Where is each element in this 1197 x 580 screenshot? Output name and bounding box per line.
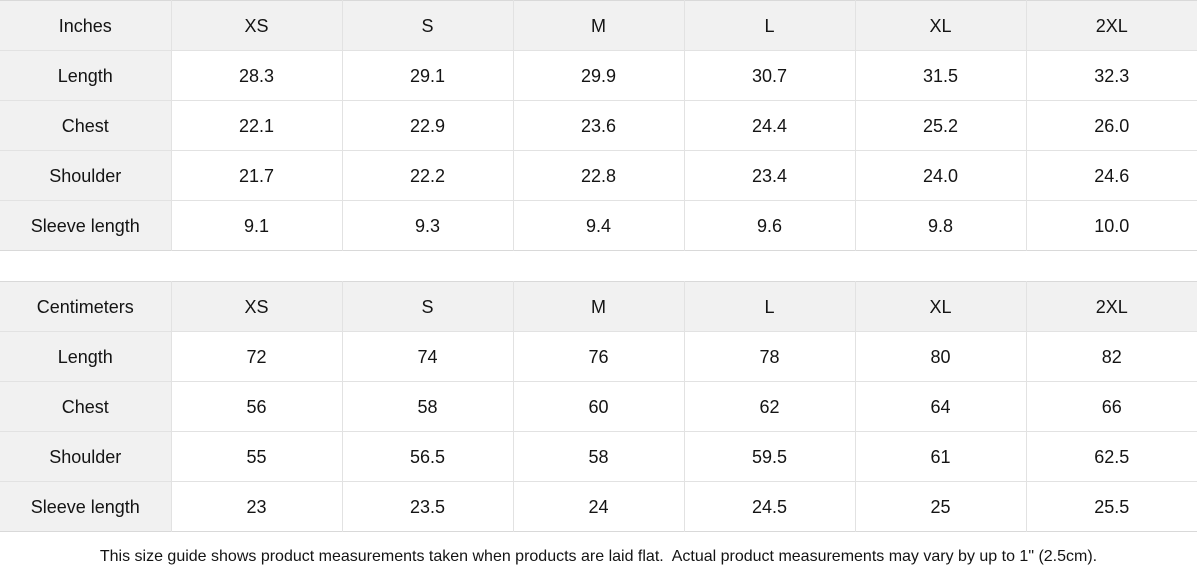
table-row: Shoulder 55 56.5 58 59.5 61 62.5 <box>0 431 1197 482</box>
measurement-cell: 55 <box>170 431 343 482</box>
measurement-cell: 62.5 <box>1025 431 1197 482</box>
header-row: Inches XS S M L XL 2XL <box>0 0 1197 51</box>
measurement-cell: 9.8 <box>854 200 1027 251</box>
measurement-cell: 25.5 <box>1025 481 1197 532</box>
measurement-cell: 24.4 <box>683 100 856 151</box>
measurement-cell: 23 <box>170 481 343 532</box>
table-row: Length 72 74 76 78 80 82 <box>0 331 1197 382</box>
measurement-cell: 72 <box>170 331 343 382</box>
measurement-cell: 76 <box>512 331 685 382</box>
measurement-cell: 23.5 <box>341 481 514 532</box>
row-label: Sleeve length <box>0 200 172 251</box>
measurement-cell: 30.7 <box>683 50 856 101</box>
measurement-cell: 56 <box>170 381 343 432</box>
table-row: Shoulder 21.7 22.2 22.8 23.4 24.0 24.6 <box>0 150 1197 201</box>
measurement-cell: 24.5 <box>683 481 856 532</box>
measurement-cell: 22.8 <box>512 150 685 201</box>
measurement-cell: 24 <box>512 481 685 532</box>
size-header-cell: M <box>512 281 685 332</box>
measurement-cell: 78 <box>683 331 856 382</box>
measurement-cell: 56.5 <box>341 431 514 482</box>
measurement-cell: 24.0 <box>854 150 1027 201</box>
measurement-cell: 66 <box>1025 381 1197 432</box>
measurement-cell: 28.3 <box>170 50 343 101</box>
measurement-cell: 29.9 <box>512 50 685 101</box>
measurement-cell: 26.0 <box>1025 100 1197 151</box>
measurement-cell: 25 <box>854 481 1027 532</box>
measurement-cell: 29.1 <box>341 50 514 101</box>
row-label: Length <box>0 331 172 382</box>
measurement-cell: 82 <box>1025 331 1197 382</box>
measurement-cell: 24.6 <box>1025 150 1197 201</box>
measurement-cell: 23.6 <box>512 100 685 151</box>
inches-size-table: Inches XS S M L XL 2XL Length 28.3 29.1 29.9 30.7 31… <box>0 0 1197 251</box>
size-header-cell: S <box>341 0 514 51</box>
size-header-cell: L <box>683 281 856 332</box>
header-row: Centimeters XS S M L XL 2XL <box>0 281 1197 332</box>
row-label: Shoulder <box>0 150 172 201</box>
measurement-cell: 31.5 <box>854 50 1027 101</box>
measurement-cell: 21.7 <box>170 150 343 201</box>
measurement-cell: 80 <box>854 331 1027 382</box>
row-label: Chest <box>0 381 172 432</box>
measurement-cell: 32.3 <box>1025 50 1197 101</box>
size-header-cell: S <box>341 281 514 332</box>
measurement-cell: 23.4 <box>683 150 856 201</box>
table-row: Sleeve length 9.1 9.3 9.4 9.6 9.8 10.0 <box>0 200 1197 251</box>
measurement-cell: 9.4 <box>512 200 685 251</box>
size-header-cell: XL <box>854 0 1027 51</box>
row-label: Shoulder <box>0 431 172 482</box>
table-gap <box>0 251 1197 281</box>
measurement-cell: 59.5 <box>683 431 856 482</box>
measurement-cell: 22.1 <box>170 100 343 151</box>
size-header-cell: 2XL <box>1025 0 1197 51</box>
table-row: Sleeve length 23 23.5 24 24.5 25 25.5 <box>0 481 1197 532</box>
size-header-cell: L <box>683 0 856 51</box>
centimeters-size-table: Centimeters XS S M L XL 2XL Length 72 74 76 78 80 82 C… <box>0 281 1197 532</box>
measurement-cell: 58 <box>512 431 685 482</box>
unit-header-cell: Inches <box>0 0 172 51</box>
measurement-cell: 22.2 <box>341 150 514 201</box>
row-label: Sleeve length <box>0 481 172 532</box>
size-header-cell: XS <box>170 281 343 332</box>
size-header-cell: M <box>512 0 685 51</box>
size-guide-note: This size guide shows product measuremen… <box>0 532 1197 580</box>
measurement-cell: 9.6 <box>683 200 856 251</box>
measurement-cell: 9.1 <box>170 200 343 251</box>
row-label: Length <box>0 50 172 101</box>
measurement-cell: 60 <box>512 381 685 432</box>
measurement-cell: 62 <box>683 381 856 432</box>
unit-header-cell: Centimeters <box>0 281 172 332</box>
measurement-cell: 10.0 <box>1025 200 1197 251</box>
row-label: Chest <box>0 100 172 151</box>
table-row: Length 28.3 29.1 29.9 30.7 31.5 32.3 <box>0 50 1197 101</box>
measurement-cell: 64 <box>854 381 1027 432</box>
measurement-cell: 74 <box>341 331 514 382</box>
size-header-cell: 2XL <box>1025 281 1197 332</box>
size-header-cell: XL <box>854 281 1027 332</box>
measurement-cell: 25.2 <box>854 100 1027 151</box>
measurement-cell: 22.9 <box>341 100 514 151</box>
measurement-cell: 61 <box>854 431 1027 482</box>
measurement-cell: 9.3 <box>341 200 514 251</box>
measurement-cell: 58 <box>341 381 514 432</box>
table-row: Chest 22.1 22.9 23.6 24.4 25.2 26.0 <box>0 100 1197 151</box>
table-row: Chest 56 58 60 62 64 66 <box>0 381 1197 432</box>
size-header-cell: XS <box>170 0 343 51</box>
